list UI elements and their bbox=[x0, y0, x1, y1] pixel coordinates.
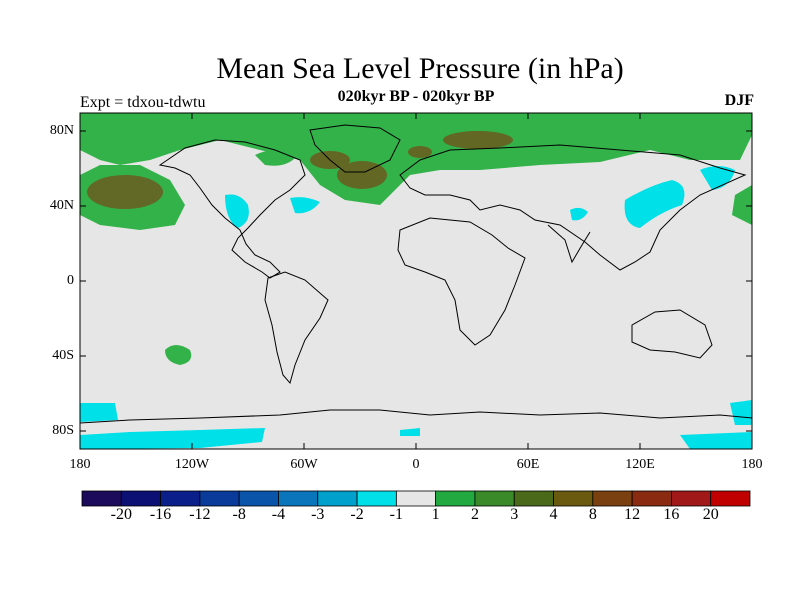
india-coast bbox=[547, 224, 591, 264]
japan-low bbox=[624, 180, 685, 228]
lat-label-0: 0 bbox=[67, 273, 74, 288]
atlantic-low bbox=[290, 197, 320, 214]
colorbar-tick-label: -20 bbox=[110, 506, 132, 523]
lat-label-80n: 80N bbox=[49, 123, 74, 138]
kamchatka-low bbox=[700, 166, 735, 190]
eurasia-coast bbox=[399, 144, 747, 271]
anomaly-fill-cyan bbox=[80, 166, 752, 449]
chart-title: Mean Sea Level Pressure (in hPa) bbox=[216, 52, 624, 85]
colorbar-box bbox=[592, 490, 633, 507]
axis-ticks bbox=[80, 113, 752, 449]
colorbar-box bbox=[671, 490, 712, 507]
colorbar-box bbox=[553, 490, 594, 507]
colorbar-box bbox=[435, 490, 476, 507]
anomaly-fill-brown bbox=[87, 131, 513, 209]
colorbar-tick-label: 4 bbox=[549, 506, 558, 523]
south-america-coast bbox=[264, 271, 329, 385]
chart-subtitle: 020kyr BP - 020kyr BP bbox=[337, 88, 495, 105]
colorbar-box bbox=[278, 490, 319, 507]
lon-label-60e: 60E bbox=[516, 457, 540, 472]
antarctic-low-4 bbox=[680, 432, 752, 449]
lon-label-180-left: 180 bbox=[69, 457, 91, 472]
lat-label-40s: 40S bbox=[52, 348, 74, 363]
africa-coast bbox=[397, 217, 526, 346]
colorbar-tick-label: -2 bbox=[350, 506, 364, 523]
colorbar-tick-label: 20 bbox=[702, 506, 719, 523]
colorbar-tick-label: -16 bbox=[149, 506, 172, 523]
colorbar-tick-label: 12 bbox=[624, 506, 641, 523]
arctic-core-2 bbox=[443, 131, 513, 149]
antarctic-low-1 bbox=[80, 403, 118, 422]
lon-label-0: 0 bbox=[412, 457, 420, 472]
antarctica-coast bbox=[79, 409, 753, 424]
colorbar-tick-label: -4 bbox=[271, 506, 286, 523]
colorbar-box bbox=[395, 490, 437, 507]
lon-label-180-right: 180 bbox=[741, 457, 763, 472]
colorbar-tick-label: 16 bbox=[663, 506, 680, 523]
lat-label-80s: 80S bbox=[52, 423, 74, 438]
antarctic-low-3 bbox=[730, 400, 752, 425]
colorbar-box bbox=[317, 490, 358, 507]
himalaya-low bbox=[570, 207, 588, 221]
antarctic-low-2 bbox=[80, 428, 265, 449]
north-atlantic-core bbox=[337, 161, 387, 189]
greenland-coast bbox=[309, 124, 401, 173]
colorbar-box bbox=[199, 490, 240, 507]
lat-label-40n: 40N bbox=[49, 198, 74, 213]
colorbar-tick-label: 2 bbox=[470, 506, 479, 523]
coastlines bbox=[79, 124, 753, 424]
colorbar-tick-label: 1 bbox=[431, 506, 440, 523]
colorbar-tick-label: 3 bbox=[510, 506, 519, 523]
colorbar-tick-label: -3 bbox=[311, 506, 325, 523]
east-pacific-high bbox=[732, 185, 752, 225]
lon-label-60w: 60W bbox=[290, 457, 318, 472]
arctic-band bbox=[80, 113, 752, 205]
colorbar-box bbox=[356, 490, 397, 507]
antarctic-low-5 bbox=[400, 428, 420, 436]
north-america-coast bbox=[158, 139, 306, 279]
south-atlantic-high bbox=[165, 345, 192, 365]
arctic-core-3 bbox=[408, 146, 432, 158]
colorbar-box bbox=[160, 490, 201, 507]
colorbar-box bbox=[474, 490, 515, 507]
north-america-low bbox=[225, 194, 249, 228]
experiment-label: Expt = tdxou-tdwtu bbox=[80, 94, 206, 111]
colorbar-tick-label: -1 bbox=[389, 506, 403, 523]
colorbar-tick-label: 8 bbox=[588, 506, 597, 523]
australia-coast bbox=[631, 309, 713, 359]
colorbar-box bbox=[120, 490, 161, 507]
colorbar-box bbox=[513, 490, 554, 507]
colorbar-box bbox=[710, 490, 751, 507]
colorbar-tick-label: -8 bbox=[232, 506, 246, 523]
north-pacific-core bbox=[87, 175, 163, 209]
colorbar-tick-label: -12 bbox=[189, 506, 211, 523]
lon-label-120w: 120W bbox=[174, 457, 210, 472]
colorbar-box bbox=[238, 490, 279, 507]
colorbar-box bbox=[631, 490, 672, 507]
season-label: DJF bbox=[724, 92, 754, 109]
lon-label-120e: 120E bbox=[625, 457, 655, 472]
colorbar bbox=[81, 490, 751, 507]
colorbar-box bbox=[81, 490, 122, 507]
